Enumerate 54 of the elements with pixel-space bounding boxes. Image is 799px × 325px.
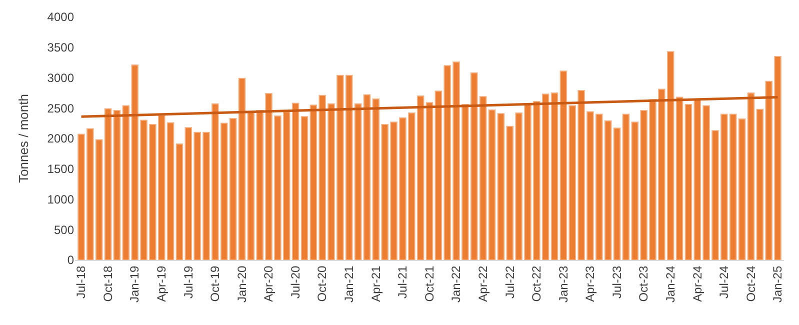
- x-tick-label: Jan-22: [449, 265, 464, 303]
- x-tick-label: Apr-23: [583, 265, 598, 302]
- bar: [113, 110, 121, 260]
- bar: [104, 108, 112, 260]
- bar: [613, 128, 621, 260]
- x-tick-label: Jul-23: [610, 265, 624, 298]
- x-tick-label: Jul-19: [181, 265, 196, 298]
- bar: [166, 122, 174, 260]
- x-tick-label: Jul-24: [717, 265, 732, 298]
- bar: [622, 114, 630, 260]
- y-tick-label: 1000: [47, 192, 74, 206]
- x-tick-label: Oct-20: [315, 265, 330, 302]
- bar: [176, 143, 184, 260]
- x-tick-label: Jul-22: [502, 265, 517, 298]
- x-tick-label: Jan-25: [770, 265, 785, 303]
- bar: [426, 102, 434, 260]
- y-tick-label: 0: [67, 253, 74, 268]
- x-tick-label: Apr-21: [368, 265, 383, 302]
- y-axis-title: Tonnes / month: [16, 94, 32, 183]
- x-tick-label: Jul-20: [288, 265, 302, 298]
- y-tick-label: 3000: [47, 70, 74, 85]
- x-tick-label: Apr-24: [690, 265, 704, 302]
- x-tick-label: Jan-23: [556, 265, 570, 303]
- bar: [747, 92, 755, 260]
- x-tick-label: Oct-18: [100, 265, 115, 302]
- x-tick-label: Apr-20: [262, 265, 276, 302]
- x-tick-label: Oct-23: [636, 265, 651, 302]
- y-tick-label: 1500: [47, 162, 74, 176]
- y-tick-label: 2000: [47, 132, 74, 146]
- y-tick-label: 500: [54, 222, 74, 237]
- x-tick-label: Apr-19: [154, 265, 169, 302]
- bar: [738, 118, 746, 260]
- x-tick-label: Oct-19: [208, 265, 222, 302]
- x-tick-label: Jan-24: [664, 265, 678, 303]
- x-tick-label: Jan-21: [342, 265, 356, 303]
- x-tick-label: Jan-19: [128, 265, 142, 303]
- x-tick-label: Jan-20: [234, 265, 249, 303]
- y-tick-label: 4000: [47, 10, 74, 24]
- bar: [300, 116, 308, 260]
- bar: [676, 96, 684, 260]
- y-tick-label: 2500: [47, 101, 74, 116]
- bar: [238, 78, 246, 260]
- x-tick-label: Oct-21: [422, 265, 436, 302]
- bar: [560, 70, 568, 260]
- x-tick-label: Jul-18: [74, 265, 88, 298]
- bar: [684, 104, 692, 260]
- x-tick-label: Apr-22: [476, 265, 490, 302]
- bar: [550, 92, 558, 260]
- y-tick-label: 3500: [47, 40, 74, 55]
- x-tick-label: Oct-22: [530, 265, 544, 302]
- x-tick-label: Oct-24: [744, 265, 758, 302]
- x-tick-label: Jul-21: [396, 265, 410, 298]
- bar: [488, 109, 496, 260]
- bar: [363, 94, 371, 260]
